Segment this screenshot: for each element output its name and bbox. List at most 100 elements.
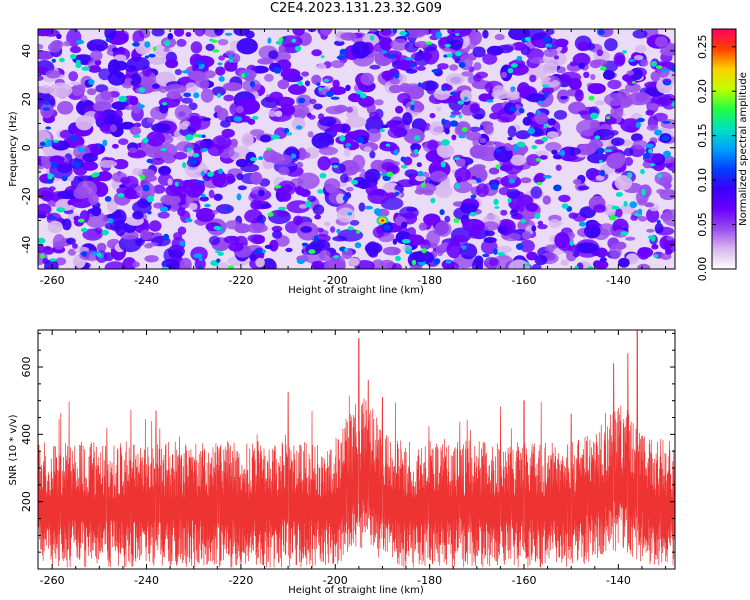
heatmap-cell xyxy=(508,178,516,184)
heatmap-cell xyxy=(224,60,238,72)
heatmap-cell xyxy=(208,235,221,246)
heatmap-cell xyxy=(212,49,220,53)
heatmap-cell xyxy=(77,218,85,223)
heatmap-cell xyxy=(112,159,129,170)
heatmap-cell xyxy=(472,46,486,58)
heatmap-cell xyxy=(399,30,407,36)
heatmap-cell xyxy=(261,249,266,254)
heatmap-cell xyxy=(584,224,601,239)
heatmap-cell xyxy=(161,258,180,269)
heatmap-cell xyxy=(129,126,142,136)
heatmap-cell xyxy=(124,77,133,83)
heatmap-cell xyxy=(662,120,671,124)
heatmap-cell xyxy=(413,135,421,141)
heatmap-cell xyxy=(620,118,641,133)
heatmap-cell xyxy=(400,156,406,162)
heatmap-cell xyxy=(93,182,109,197)
heatmap-cell xyxy=(151,29,165,37)
x-tick-label: -220 xyxy=(228,574,253,587)
heatmap-cell xyxy=(277,180,297,196)
heatmap-cell xyxy=(38,50,54,60)
heatmap-cell xyxy=(500,71,508,79)
heatmap-cell xyxy=(249,81,256,88)
heatmap-cell xyxy=(344,248,349,252)
heatmap-cell xyxy=(308,249,316,254)
heatmap-cell xyxy=(252,235,265,245)
heatmap-cell xyxy=(366,128,381,143)
heatmap-cell xyxy=(212,209,219,215)
heatmap-cell xyxy=(509,209,519,217)
heatmap-cell xyxy=(548,218,561,229)
heatmap-cell xyxy=(433,89,450,101)
heatmap-cell xyxy=(418,222,427,231)
heatmap-cell xyxy=(360,93,367,99)
heatmap-cell xyxy=(524,36,531,42)
heatmap-cell xyxy=(274,110,283,117)
heatmap-cell xyxy=(614,175,633,191)
heatmap-cell xyxy=(525,203,539,212)
heatmap-cell xyxy=(380,259,395,269)
heatmap-cell xyxy=(610,152,626,166)
heatmap-cell xyxy=(164,40,171,46)
heatmap-cell xyxy=(269,239,279,252)
heatmap-cell xyxy=(267,37,272,44)
heatmap-cell xyxy=(48,186,56,192)
heatmap-cell xyxy=(437,37,448,49)
heatmap-cell xyxy=(286,200,311,214)
heatmap-cell xyxy=(171,237,186,251)
heatmap-cells xyxy=(38,29,675,269)
heatmap-cell xyxy=(40,103,54,119)
heatmap-cell xyxy=(240,163,260,173)
heatmap-cell xyxy=(365,116,384,134)
heatmap-cell xyxy=(271,225,283,232)
heatmap-cell xyxy=(387,53,395,59)
heatmap-cell xyxy=(211,39,218,43)
heatmap-cell xyxy=(606,116,611,120)
heatmap-cell xyxy=(268,50,279,60)
heatmap-cell xyxy=(118,235,142,253)
heatmap-cell xyxy=(75,115,93,131)
heatmap-cell xyxy=(260,203,272,209)
heatmap-cell xyxy=(486,141,494,146)
heatmap-cell xyxy=(132,210,144,220)
heatmap-cell xyxy=(160,147,168,152)
heatmap-cell xyxy=(504,144,514,151)
heatmap-cell xyxy=(534,172,546,183)
heatmap-cell xyxy=(167,178,173,186)
x-tick-label: -240 xyxy=(134,274,159,287)
heatmap-cell xyxy=(294,45,302,52)
heatmap-cell xyxy=(654,129,663,136)
heatmap-cell xyxy=(421,248,427,254)
heatmap-cell xyxy=(297,80,303,87)
heatmap-cell xyxy=(456,176,463,183)
heatmap-cell xyxy=(70,53,77,60)
heatmap-cell xyxy=(354,242,362,249)
heatmap-cell xyxy=(240,115,251,123)
heatmap-cell xyxy=(199,196,209,202)
heatmap-cell xyxy=(568,244,579,252)
heatmap-cell xyxy=(257,58,274,65)
heatmap-cell xyxy=(654,223,664,234)
heatmap-cell xyxy=(47,173,54,178)
colorbar-tick-label: 0.05 xyxy=(696,212,709,237)
heatmap-cell xyxy=(611,205,620,210)
heatmap-cell xyxy=(461,245,467,250)
heatmap-cell xyxy=(228,53,233,60)
heatmap-cell xyxy=(311,242,326,249)
heatmap-cell xyxy=(272,230,283,239)
heatmap-cell xyxy=(292,29,305,37)
heatmap-cell xyxy=(496,44,514,54)
heatmap-cell xyxy=(593,204,606,213)
heatmap-cell xyxy=(119,184,126,188)
heatmap-cell xyxy=(317,156,331,171)
heatmap-cell xyxy=(348,258,360,266)
heatmap-cell xyxy=(42,258,49,265)
heatmap-cell xyxy=(518,107,525,114)
heatmap-cell xyxy=(630,214,638,221)
heatmap-cell xyxy=(44,100,51,105)
heatmap-cell xyxy=(381,161,396,171)
heatmap-cell xyxy=(351,179,359,185)
heatmap-cell xyxy=(342,195,349,202)
heatmap-cell xyxy=(102,139,108,147)
heatmap-cell xyxy=(153,184,166,194)
